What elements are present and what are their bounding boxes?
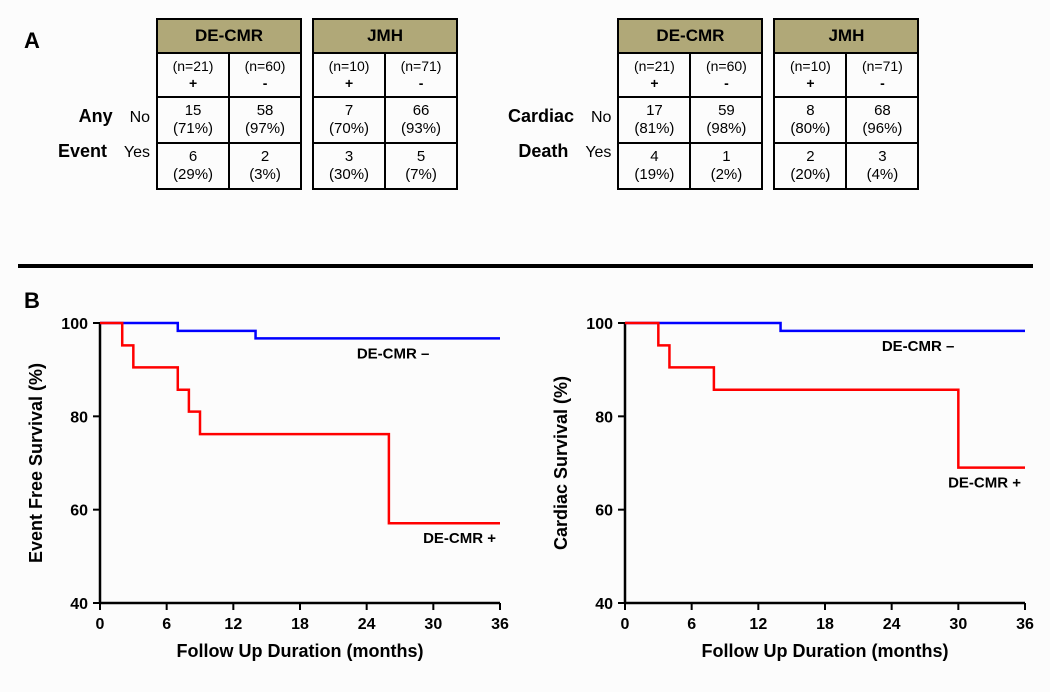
table-group-any-event: Any No Event Yes DE-CMR (n=21)+ (n=60)- …: [58, 18, 458, 190]
table-jmh-any-event: JMH (n=10)+ (n=71)- 7(70%) 66(93%) 3(30%…: [312, 18, 458, 190]
svg-text:0: 0: [96, 616, 105, 633]
chart-event-free-survival: 40 60 80 100 0 6 12 18 24 30 36 DE-CMR – DE-CMR + Fol…: [0, 268, 525, 683]
panel-a-label: A: [24, 28, 40, 54]
svg-text:DE-CMR –: DE-CMR –: [882, 338, 955, 355]
svg-text:30: 30: [424, 616, 442, 633]
svg-text:24: 24: [358, 616, 376, 633]
svg-text:12: 12: [224, 616, 242, 633]
svg-text:DE-CMR +: DE-CMR +: [948, 475, 1021, 492]
row-labels-left: Any No Event Yes: [58, 18, 156, 163]
svg-text:18: 18: [291, 616, 309, 633]
svg-text:40: 40: [595, 596, 613, 613]
svg-text:60: 60: [70, 503, 88, 520]
svg-text:100: 100: [586, 316, 613, 333]
table-jmh-cardiac-death: JMH (n=10)+ (n=71)- 8(80%) 68(96%) 2(20%…: [773, 18, 919, 190]
panel-b: B 406080100061218243036DE-CMR –DE-CMR +F…: [0, 268, 1050, 683]
svg-text:0: 0: [621, 616, 630, 633]
svg-text:Cardiac Survival (%): Cardiac Survival (%): [551, 376, 571, 550]
chart-cardiac-survival: 40 60 80 100 0 6 12 18 24 30 36 DE-CMR – DE-CMR + Fol…: [525, 268, 1050, 683]
svg-text:24: 24: [883, 616, 901, 633]
svg-text:6: 6: [162, 616, 171, 633]
svg-text:Event Free Survival (%): Event Free Survival (%): [26, 363, 46, 563]
row-labels-right: Cardiac No Death Yes: [508, 18, 617, 163]
table-group-cardiac-death: Cardiac No Death Yes DE-CMR (n=21)+ (n=6…: [508, 18, 919, 190]
svg-text:DE-CMR +: DE-CMR +: [423, 530, 496, 547]
svg-text:60: 60: [595, 503, 613, 520]
svg-text:Follow Up Duration (months): Follow Up Duration (months): [177, 641, 424, 661]
svg-text:6: 6: [687, 616, 696, 633]
table-decmr-cardiac-death: DE-CMR (n=21)+ (n=60)- 17(81%) 59(98%) 4…: [617, 18, 763, 190]
svg-text:40: 40: [70, 596, 88, 613]
svg-text:100: 100: [61, 316, 88, 333]
svg-text:80: 80: [70, 409, 88, 426]
table-decmr-any-event: DE-CMR (n=21)+ (n=60)- 15(71%) 58(97%) 6…: [156, 18, 302, 190]
svg-text:Follow Up Duration (months): Follow Up Duration (months): [702, 641, 949, 661]
svg-text:36: 36: [491, 616, 509, 633]
svg-text:12: 12: [749, 616, 767, 633]
panel-a: A Any No Event Yes DE-CMR (n=21)+ (n=60)…: [0, 0, 1050, 246]
svg-text:30: 30: [949, 616, 967, 633]
svg-text:36: 36: [1016, 616, 1034, 633]
svg-text:18: 18: [816, 616, 834, 633]
svg-text:80: 80: [595, 409, 613, 426]
svg-text:DE-CMR –: DE-CMR –: [357, 345, 430, 362]
